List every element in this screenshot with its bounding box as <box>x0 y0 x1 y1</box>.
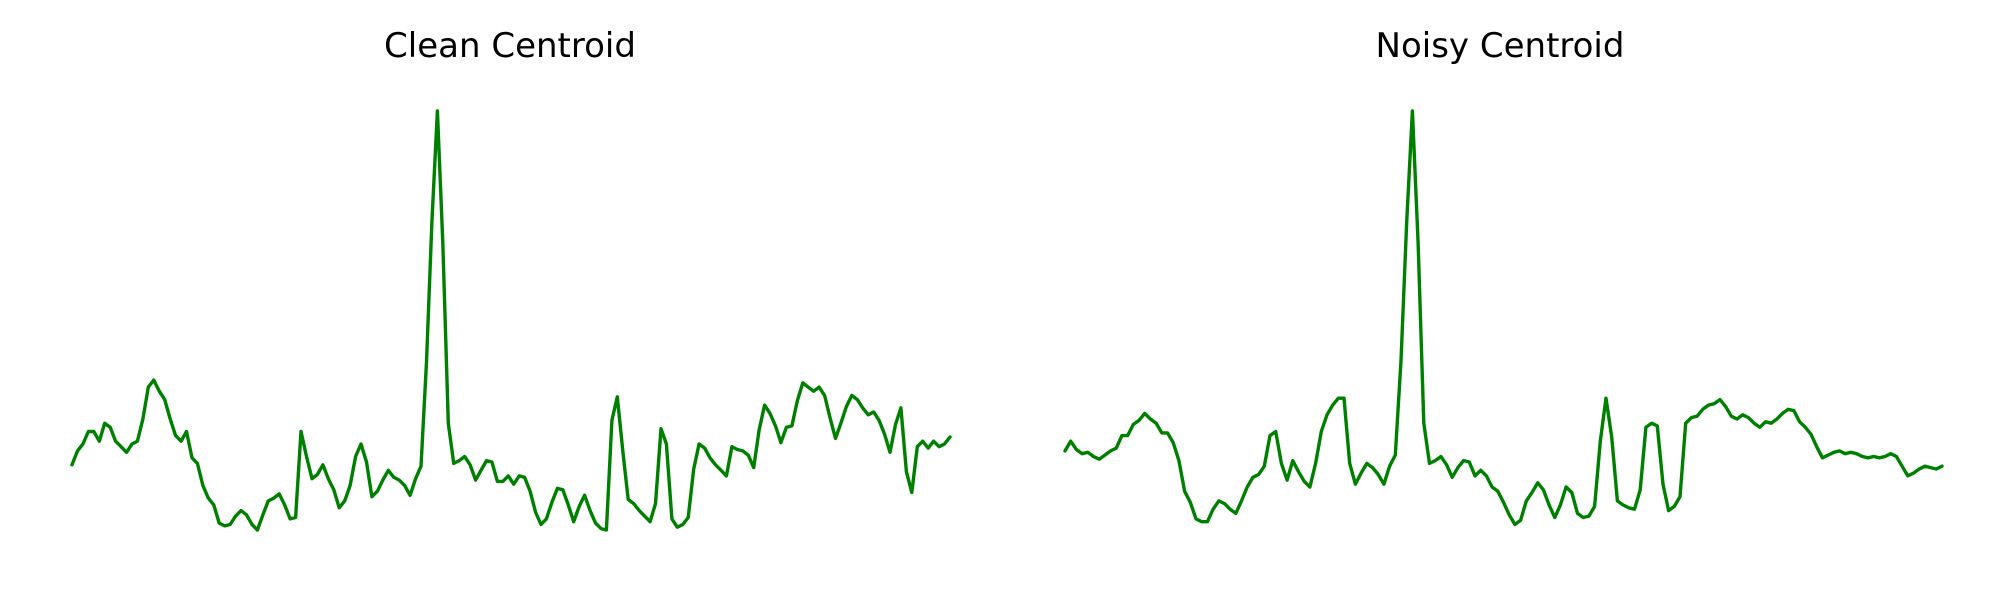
clean-centroid-title: Clean Centroid <box>384 26 636 66</box>
clean-centroid-panel: Clean Centroid <box>70 26 952 532</box>
noisy-centroid-panel: Noisy Centroid <box>1063 26 1944 527</box>
noisy-centroid-line <box>1063 109 1944 527</box>
noisy-centroid-title: Noisy Centroid <box>1376 26 1625 66</box>
clean-centroid-line <box>70 109 952 532</box>
